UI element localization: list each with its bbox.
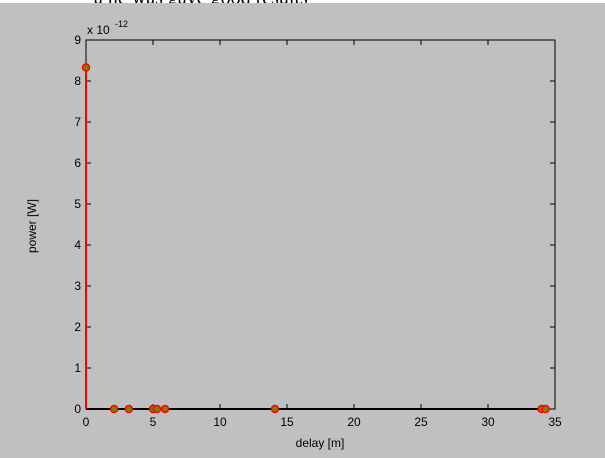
x-tick-label: 5 [150,415,157,429]
y-axis-label: power [W] [25,199,39,253]
y-tick-label: 4 [74,238,81,252]
x-tick-label: 0 [83,415,90,429]
x-tick-label: 15 [280,415,294,429]
y-tick-label: 7 [74,115,81,129]
x-axis-label: delay [m] [296,436,345,450]
y-tick-label: 5 [74,197,81,211]
data-point [270,404,280,414]
x-tick-label: 25 [414,415,428,429]
data-point [541,404,550,414]
x-tick-label: 10 [213,415,227,429]
y-tick-label: 1 [74,361,81,375]
data-point [160,404,170,414]
y-tick-label: 8 [74,74,81,88]
data-point [81,63,91,72]
chart: 0 5 10 15 20 25 30 35 0 1 2 3 4 5 6 7 8 9 x 10 -12 delay … [25,19,562,450]
y-exponent-power: -12 [115,19,128,29]
plot-area [85,39,556,410]
figure-window: 0 5 10 15 20 25 30 35 0 1 2 3 4 5 6 7 8 9 x 10 -12 delay … [0,3,605,458]
data-point [152,404,162,414]
x-tick-label: 30 [481,415,495,429]
y-tick-label: 0 [74,402,81,416]
y-tick-label: 3 [74,279,81,293]
data-point [124,404,134,414]
data-point [109,404,119,414]
y-exponent-base: x 10 [87,23,110,37]
x-tick-label: 20 [347,415,361,429]
y-tick-label: 2 [74,320,81,334]
x-tick-label: 35 [548,415,562,429]
data-markers [81,63,550,414]
y-tick-label: 6 [74,156,81,170]
y-tick-label: 9 [74,33,81,47]
